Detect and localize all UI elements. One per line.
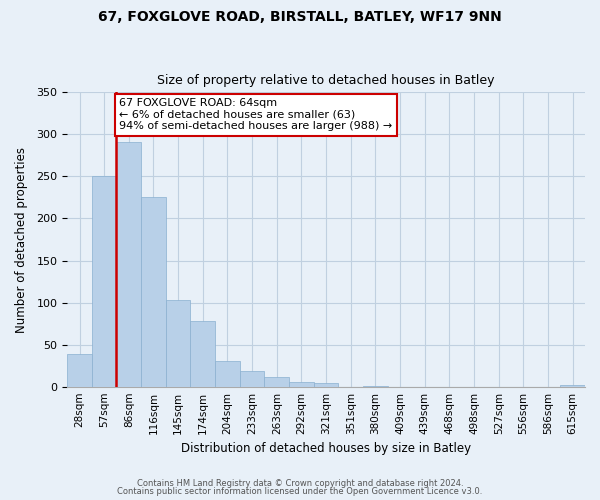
- Text: Contains public sector information licensed under the Open Government Licence v3: Contains public sector information licen…: [118, 487, 482, 496]
- Bar: [560, 385, 585, 386]
- Bar: [314, 384, 338, 386]
- Bar: [92, 176, 116, 386]
- Bar: [265, 376, 289, 386]
- Bar: [289, 382, 314, 386]
- Bar: [190, 321, 215, 386]
- Bar: [116, 142, 141, 386]
- Title: Size of property relative to detached houses in Batley: Size of property relative to detached ho…: [157, 74, 495, 87]
- Bar: [67, 354, 92, 386]
- Bar: [141, 198, 166, 386]
- Bar: [215, 362, 240, 386]
- X-axis label: Distribution of detached houses by size in Batley: Distribution of detached houses by size …: [181, 442, 471, 455]
- Y-axis label: Number of detached properties: Number of detached properties: [15, 146, 28, 332]
- Text: 67 FOXGLOVE ROAD: 64sqm
← 6% of detached houses are smaller (63)
94% of semi-det: 67 FOXGLOVE ROAD: 64sqm ← 6% of detached…: [119, 98, 392, 132]
- Bar: [166, 300, 190, 386]
- Text: 67, FOXGLOVE ROAD, BIRSTALL, BATLEY, WF17 9NN: 67, FOXGLOVE ROAD, BIRSTALL, BATLEY, WF1…: [98, 10, 502, 24]
- Text: Contains HM Land Registry data © Crown copyright and database right 2024.: Contains HM Land Registry data © Crown c…: [137, 478, 463, 488]
- Bar: [240, 370, 265, 386]
